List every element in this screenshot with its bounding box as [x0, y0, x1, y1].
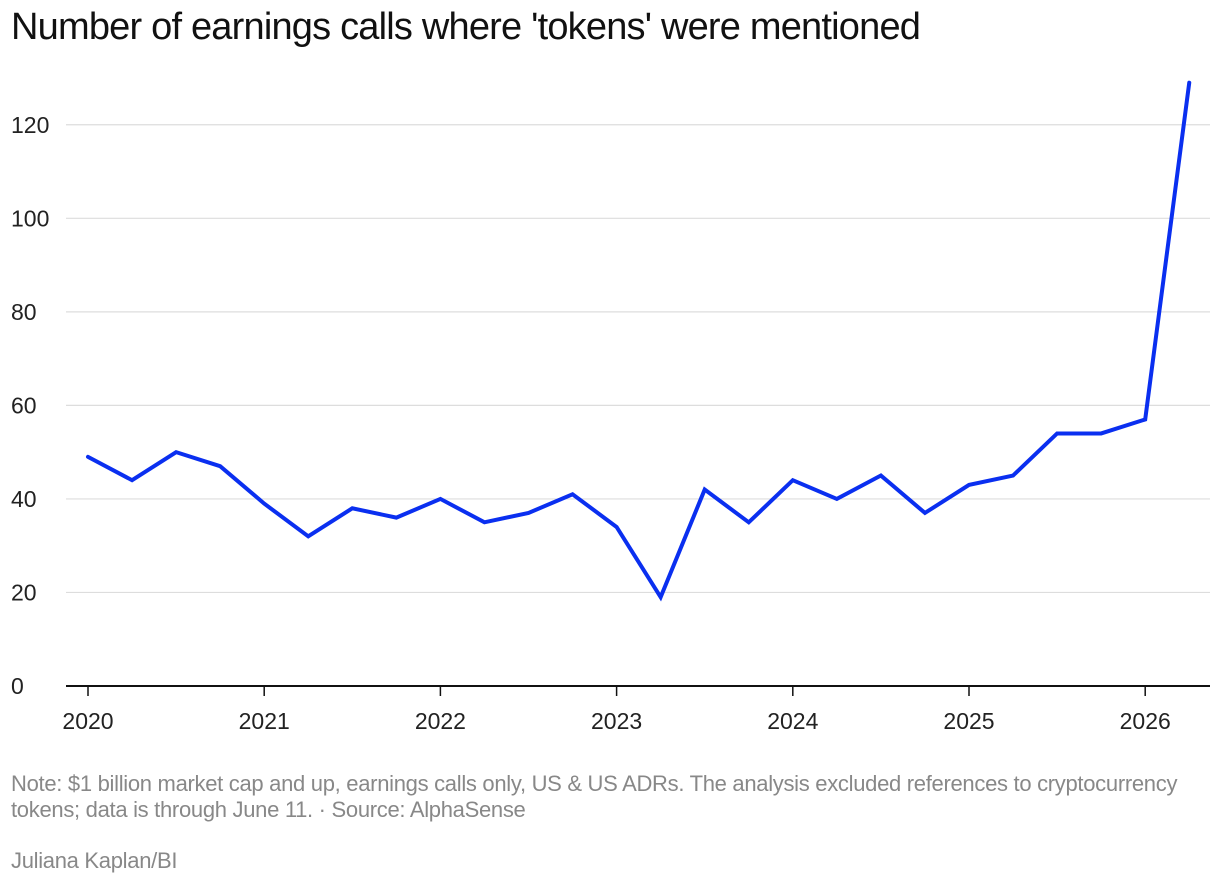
data-point-2023-Q1: [615, 525, 619, 529]
y-tick-label-100: 100: [11, 205, 49, 231]
data-point-2022-Q1: [438, 497, 442, 501]
x-tick-label-2024: 2024: [767, 708, 818, 734]
data-point-2025-Q1: [967, 483, 971, 487]
data-point-2020-Q2: [130, 478, 134, 482]
data-point-2025-Q4: [1099, 431, 1103, 435]
data-point-2024-Q2: [835, 497, 839, 501]
x-tick-label-2020: 2020: [62, 708, 113, 734]
data-point-2025-Q2: [1011, 474, 1015, 478]
data-point-2026-Q2: [1187, 81, 1191, 85]
data-series: [86, 80, 1192, 602]
x-tick-label-2021: 2021: [239, 708, 290, 734]
chart-note: Note: $1 billion market cap and up, earn…: [11, 771, 1178, 822]
chart-credit: Juliana Kaplan/BI: [11, 848, 178, 873]
data-point-2024-Q3: [879, 474, 883, 478]
data-point-2024-Q1: [791, 478, 795, 482]
y-tick-label-60: 60: [11, 392, 37, 418]
line-chart: 0 20 40 60 80 100 120 2020 2021 2022 2023 2024 2025…: [11, 80, 1210, 734]
gridlines: [66, 124, 1210, 594]
y-tick-label-20: 20: [11, 579, 37, 605]
data-point-2023-Q2: [659, 595, 663, 599]
data-point-2021-Q3: [350, 506, 354, 510]
data-point-2023-Q4: [747, 520, 751, 524]
data-point-2026-Q1: [1143, 417, 1147, 421]
data-point-2020-Q3: [174, 450, 178, 454]
data-point-2024-Q4: [923, 511, 927, 515]
y-tick-label-120: 120: [11, 112, 49, 138]
data-point-2022-Q2: [482, 520, 486, 524]
data-point-2021-Q1: [262, 502, 266, 506]
x-axis: 2020 2021 2022 2023 2024 2025 2026: [62, 685, 1210, 734]
data-point-2022-Q4: [571, 492, 575, 496]
data-point-2023-Q3: [703, 488, 707, 492]
data-point-2025-Q3: [1055, 431, 1059, 435]
x-tick-label-2022: 2022: [415, 708, 466, 734]
y-tick-label-40: 40: [11, 486, 37, 512]
series-line-0: [86, 80, 1192, 602]
data-point-2022-Q3: [527, 511, 531, 515]
y-tick-label-80: 80: [11, 299, 37, 325]
y-tick-label-0: 0: [11, 673, 24, 699]
x-tick-label-2025: 2025: [943, 708, 994, 734]
chart-title: Number of earnings calls where 'tokens' …: [11, 6, 921, 48]
data-point-2020-Q4: [218, 464, 222, 468]
data-point-2020-Q1: [86, 455, 90, 459]
x-tick-label-2023: 2023: [591, 708, 642, 734]
data-point-2021-Q4: [394, 516, 398, 520]
x-tick-label-2026: 2026: [1120, 708, 1171, 734]
data-point-2021-Q2: [306, 534, 310, 538]
y-axis-tick-labels: 0 20 40 60 80 100 120: [11, 112, 49, 699]
